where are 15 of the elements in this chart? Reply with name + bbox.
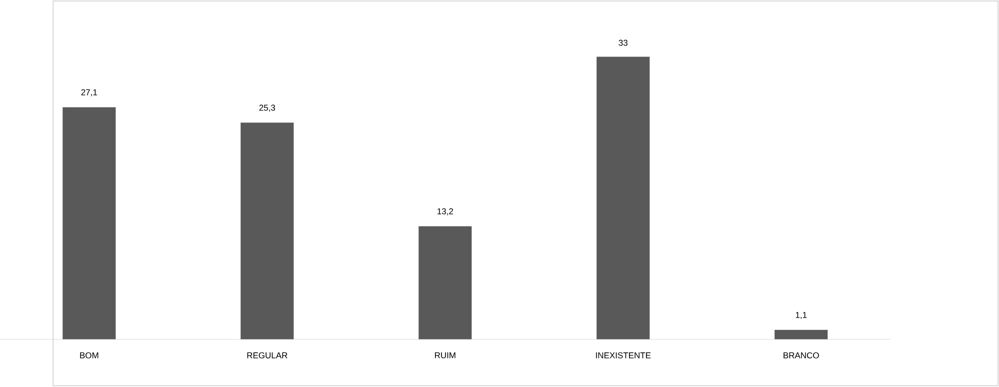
x-tick-label: BRANCO (784, 352, 819, 359)
x-tick-label: RUIM (434, 352, 456, 358)
x-tick-label: REGULAR (247, 352, 288, 359)
bar (774, 330, 828, 340)
data-label: 1,1 (796, 312, 807, 320)
bar (240, 122, 294, 340)
bar (62, 107, 116, 340)
data-label: 27,1 (81, 89, 98, 96)
x-tick-label: INEXISTENTE (596, 352, 651, 359)
data-label: 25,3 (259, 104, 276, 112)
x-tick-label: BOM (80, 352, 98, 359)
data-label: 33 (618, 40, 628, 46)
data-label: 13,2 (438, 208, 453, 216)
bar (418, 226, 472, 340)
bar (596, 56, 650, 340)
